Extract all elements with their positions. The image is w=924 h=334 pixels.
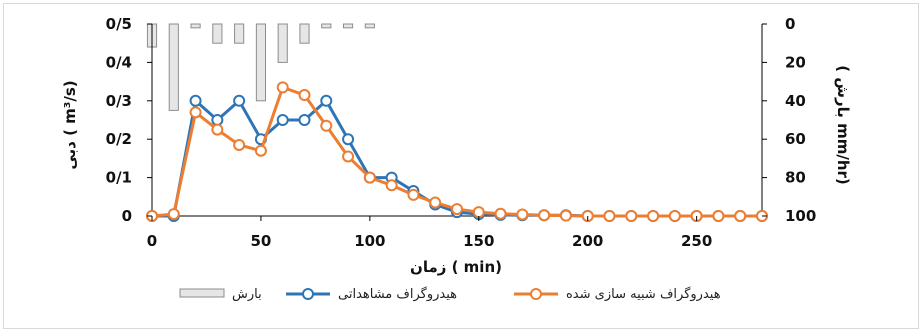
rain-bar [277, 23, 288, 63]
data-point [494, 207, 507, 220]
y2-tick-label: 0 [785, 15, 795, 33]
x-tick-label: 200 [572, 232, 603, 250]
data-point [472, 206, 485, 219]
x-tick-label: 250 [681, 232, 712, 250]
y2-tick-label: 60 [785, 130, 806, 148]
series-line [152, 99, 762, 218]
x-tick-label: 150 [463, 232, 494, 250]
legend-rain-swatch [179, 288, 225, 298]
data-point [211, 114, 224, 126]
data-point [342, 150, 355, 163]
y-tick-label: 0 [122, 207, 132, 225]
rain-bar [321, 23, 332, 29]
data-point [559, 209, 572, 222]
chart-frame [3, 3, 919, 329]
y-tick-label: 0/3 [106, 92, 132, 110]
rain-bar [342, 23, 354, 29]
legend-rain-label: بارش [232, 287, 262, 302]
data-point [734, 210, 747, 222]
y2-tick-label: 40 [785, 92, 806, 110]
rain-bar [234, 23, 245, 44]
data-point [342, 133, 355, 146]
data-point [429, 196, 442, 209]
data-point [167, 208, 180, 221]
legend-observed-marker [302, 288, 314, 300]
x-tick-label: 100 [354, 232, 385, 250]
plot-area [146, 23, 768, 222]
data-point [211, 123, 224, 136]
x-tick-label: 50 [250, 232, 271, 250]
data-point [538, 209, 551, 222]
y2-tick-label: 100 [785, 207, 816, 225]
data-point [189, 106, 202, 119]
data-point [625, 210, 638, 222]
data-point [233, 138, 246, 151]
data-point [189, 94, 202, 107]
rain-bar [190, 23, 201, 29]
data-point [712, 210, 725, 222]
y2-axis-title: ( بارش mm/hr) [834, 65, 852, 185]
data-point [647, 210, 660, 222]
data-point [603, 210, 616, 222]
y-axis-title: دبی ( m³/s) [61, 80, 79, 169]
rain-bar [212, 23, 223, 44]
data-point [276, 81, 289, 94]
data-point [407, 188, 420, 201]
data-point [298, 114, 311, 126]
data-point [363, 171, 376, 184]
rain-bar [255, 23, 267, 102]
data-point [276, 114, 289, 126]
data-point [254, 144, 267, 157]
y-tick-label: 0/1 [106, 169, 132, 187]
data-point [385, 179, 398, 192]
legend-simulated-label: هیدروگراف شبیه سازی شده [566, 286, 721, 302]
data-point [320, 119, 333, 132]
y2-tick-label: 20 [785, 53, 806, 71]
y2-tick-label: 80 [785, 169, 806, 187]
y-tick-label: 0/4 [106, 53, 132, 71]
data-point [233, 94, 246, 107]
legend: بارش هیدروگراف مشاهداتی هیدروگراف شبیه س… [179, 286, 721, 302]
data-point [451, 203, 463, 216]
data-point [516, 208, 529, 221]
y-tick-label: 0/5 [106, 15, 132, 33]
data-point [668, 210, 681, 222]
x-tick-label: 0 [147, 232, 157, 250]
rain-bar [364, 23, 375, 29]
y-tick-label: 0/2 [106, 130, 132, 148]
data-point [320, 94, 333, 107]
rain-bar [168, 23, 179, 111]
x-axis-title: زمان ( min) [410, 258, 502, 276]
rain-bar [299, 23, 310, 44]
legend-observed-label: هیدروگراف مشاهداتی [338, 286, 457, 302]
legend-simulated-marker [530, 288, 542, 300]
data-point [298, 89, 311, 102]
